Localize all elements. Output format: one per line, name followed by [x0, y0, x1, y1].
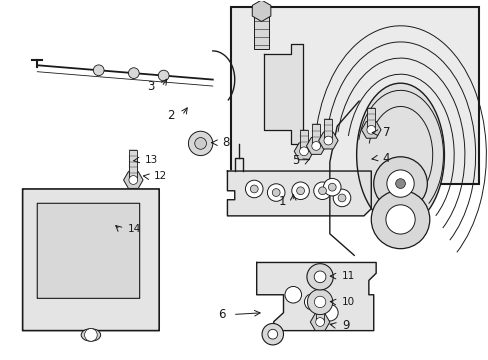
Text: 6: 6 — [218, 308, 225, 321]
Bar — [129, 158, 137, 180]
Circle shape — [291, 182, 309, 199]
Text: 11: 11 — [341, 271, 355, 281]
Circle shape — [318, 187, 326, 195]
Circle shape — [299, 147, 308, 156]
Bar — [312, 125, 320, 146]
Circle shape — [314, 271, 325, 283]
Polygon shape — [256, 262, 375, 330]
Text: 14: 14 — [127, 225, 141, 234]
Text: 4: 4 — [382, 152, 389, 165]
Circle shape — [373, 157, 427, 210]
Text: 2: 2 — [167, 109, 174, 122]
Polygon shape — [264, 44, 303, 144]
Bar — [366, 108, 374, 130]
Text: 12: 12 — [154, 171, 167, 181]
Circle shape — [321, 305, 337, 321]
Circle shape — [315, 318, 324, 327]
Text: 8: 8 — [222, 136, 229, 149]
Circle shape — [84, 329, 97, 341]
Circle shape — [194, 138, 206, 149]
Circle shape — [304, 294, 321, 310]
Circle shape — [245, 180, 263, 198]
Polygon shape — [227, 171, 370, 216]
Circle shape — [158, 70, 169, 81]
Circle shape — [267, 184, 285, 201]
Bar — [300, 130, 307, 151]
Circle shape — [129, 176, 138, 184]
FancyBboxPatch shape — [37, 203, 140, 298]
Circle shape — [262, 324, 283, 345]
Bar — [324, 119, 331, 140]
Circle shape — [128, 68, 139, 78]
Circle shape — [395, 179, 405, 188]
Circle shape — [307, 289, 332, 315]
Circle shape — [313, 182, 330, 199]
Circle shape — [324, 136, 332, 145]
Circle shape — [385, 205, 414, 234]
Ellipse shape — [81, 329, 101, 341]
Circle shape — [366, 125, 375, 134]
Text: 7: 7 — [383, 126, 390, 139]
Circle shape — [337, 194, 345, 202]
Circle shape — [93, 65, 104, 76]
FancyBboxPatch shape — [22, 189, 159, 330]
Circle shape — [267, 329, 277, 339]
Bar — [316, 301, 324, 322]
Text: 10: 10 — [341, 297, 354, 307]
Circle shape — [296, 187, 304, 195]
Circle shape — [328, 183, 335, 191]
Text: 9: 9 — [341, 319, 349, 332]
Circle shape — [195, 138, 205, 149]
Ellipse shape — [356, 83, 444, 226]
Bar — [230, 7, 478, 184]
Circle shape — [386, 170, 413, 197]
Circle shape — [285, 287, 301, 303]
Circle shape — [370, 190, 429, 249]
Text: 3: 3 — [146, 80, 154, 93]
Text: 1: 1 — [278, 195, 285, 208]
Circle shape — [250, 185, 258, 193]
Circle shape — [272, 189, 280, 197]
Circle shape — [323, 179, 340, 196]
Circle shape — [188, 131, 212, 156]
Text: 13: 13 — [144, 155, 158, 165]
Circle shape — [306, 264, 332, 290]
Circle shape — [314, 296, 325, 308]
Circle shape — [332, 189, 350, 207]
Text: 5: 5 — [292, 154, 299, 167]
Circle shape — [311, 141, 320, 150]
Bar — [254, 13, 268, 49]
Bar — [129, 150, 137, 177]
